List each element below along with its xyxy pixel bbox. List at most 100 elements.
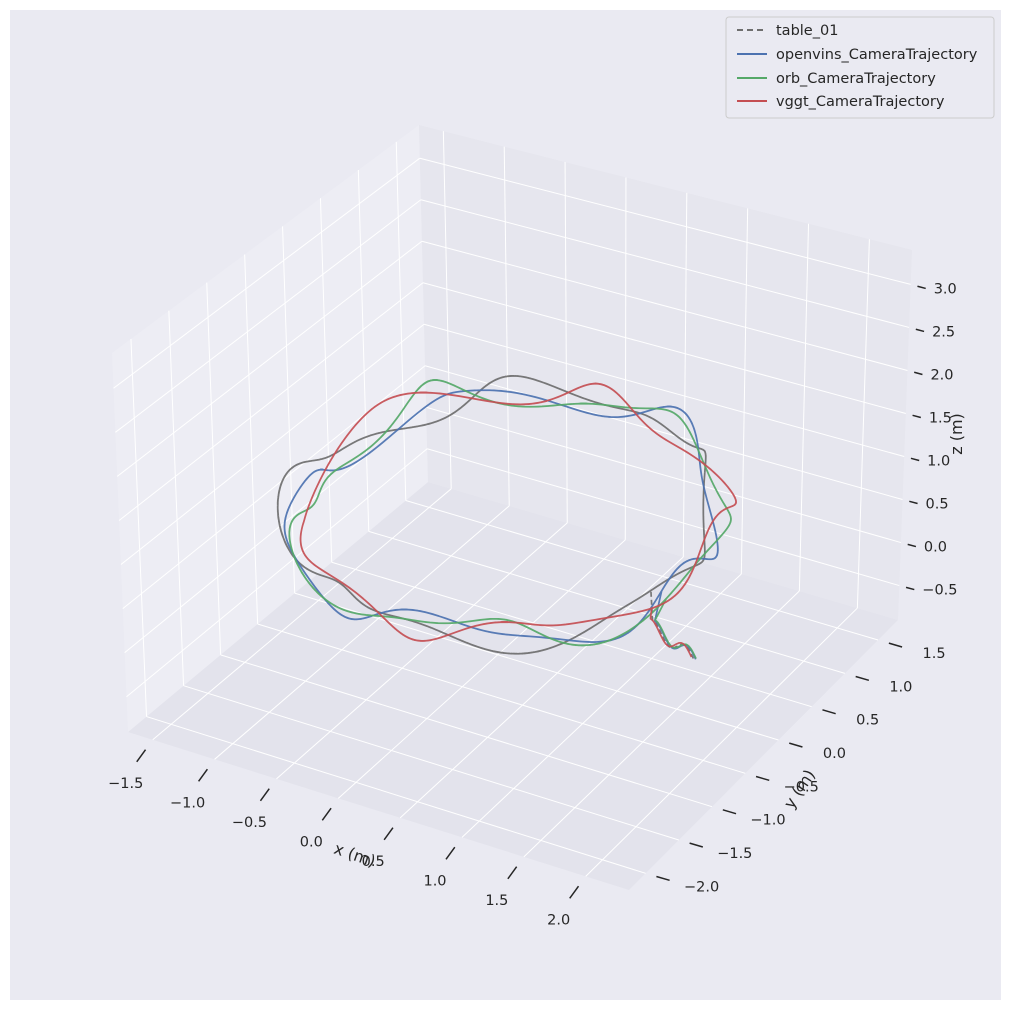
x-tick-label: 2.0 [547, 912, 570, 928]
z-tick-mark [913, 371, 923, 376]
z-tick-label: 0.5 [926, 497, 949, 513]
legend-item-openvins: openvins_CameraTrajectory [737, 47, 978, 63]
z-tick-mark [910, 457, 920, 462]
legend-item-orb: orb_CameraTrajectory [737, 71, 936, 87]
x-tick-mark [569, 885, 580, 899]
x-tick-mark [197, 768, 208, 782]
grid-line-z-back [427, 448, 900, 587]
z-tick-label: −0.5 [922, 583, 957, 599]
grid-line-z-back [421, 240, 908, 371]
grid-line-y-left [168, 310, 185, 686]
grid-line-x-back [682, 192, 688, 557]
grid-line-x-floor [461, 573, 742, 838]
z-tick-label: 2.5 [932, 324, 955, 340]
legend-item-table: table_01 [737, 23, 838, 39]
left-wall-pane [112, 125, 428, 732]
grid-line-x-back [740, 208, 749, 575]
grid-line-z-back [422, 282, 906, 414]
y-tick-mark [822, 709, 836, 715]
x-tick-label: 0.5 [362, 854, 385, 870]
z-tick-label: 1.5 [929, 410, 952, 426]
grid-line-y-floor [220, 654, 713, 808]
x-tick-mark [321, 807, 332, 821]
y-tick-label: −0.5 [784, 779, 819, 795]
trajectory-lines [276, 374, 737, 660]
x-tick-label: 0.0 [300, 834, 323, 850]
floor-pane [128, 482, 898, 890]
y-tick-label: −2.0 [684, 879, 719, 895]
x-tick-label: −0.5 [232, 815, 267, 831]
y-tick-mark [722, 809, 737, 815]
grid-line-y-left [244, 254, 259, 624]
x-tick-label: 1.5 [485, 893, 508, 909]
grid-line-z-left [120, 323, 425, 565]
grid-line-y-floor [405, 500, 879, 641]
grid-line-z-back [420, 199, 910, 328]
grid-line-y-floor [331, 561, 812, 708]
y-tick-label: −1.5 [717, 846, 752, 862]
x-tick-label: −1.5 [108, 776, 143, 792]
z-tick-label: 1.0 [927, 454, 950, 470]
x-tick-label: −1.0 [170, 795, 205, 811]
back-wall-pane [419, 125, 912, 620]
grid-line-x-back [503, 146, 510, 506]
y-tick-label: 0.0 [823, 746, 846, 762]
x-tick-mark [136, 749, 147, 763]
legend-item-vggt: vggt_CameraTrajectory [737, 94, 945, 110]
y-tick-mark [656, 875, 670, 882]
legend: table_01 openvins_CameraTrajectory orb_C… [725, 16, 995, 119]
grid-line-x-back [798, 223, 810, 592]
y-tick-label: 1.0 [889, 679, 912, 695]
grid-line-y-left [395, 141, 407, 501]
grid-line-y-left [357, 170, 370, 532]
grid-line-x-floor [214, 505, 510, 760]
legend-label-orb: orb_CameraTrajectory [776, 71, 936, 87]
grid-line-y-left [206, 282, 222, 655]
grid-line-y-floor [368, 530, 846, 674]
trajectory-orb [288, 379, 732, 659]
x-tick-mark [445, 846, 456, 860]
x-tick-mark [259, 788, 270, 802]
y-tick-label: 0.5 [856, 713, 879, 729]
figure-background: −1.5 −1.0 −0.5 0.0 0.5 1.0 1.5 2.0 −2.0 −1.5 −1.0 −… [10, 10, 1001, 1000]
y-tick-label: −1.0 [750, 813, 785, 829]
trajectory-table [276, 374, 707, 659]
grid-line-z-left [115, 199, 422, 433]
x-tick-mark [383, 827, 394, 841]
legend-label-openvins: openvins_CameraTrajectory [776, 47, 978, 63]
grid-line-x-back [856, 239, 870, 609]
grid-line-y-floor [183, 685, 679, 841]
grid-line-x-floor [523, 590, 800, 858]
grid-line-z-left [118, 282, 424, 521]
grid-line-y-left [282, 226, 296, 594]
grid-line-z-back [425, 406, 902, 544]
trajectory-openvins [283, 389, 719, 660]
z-tick-label: 3.0 [934, 281, 957, 297]
grid-line-x-back [624, 177, 627, 540]
grid-line-z-left [113, 157, 421, 389]
grid-lines [113, 131, 911, 877]
grid-line-x-floor [152, 488, 452, 741]
grid-line-z-back [424, 365, 903, 501]
y-tick-mark [755, 775, 770, 782]
grid-line-z-back [423, 323, 905, 457]
z-tick-mark [912, 414, 922, 419]
y-tick-label: 1.5 [923, 646, 946, 662]
grid-line-y-floor [294, 592, 779, 741]
legend-box [725, 16, 995, 119]
y-tick-mark [855, 675, 870, 682]
z-tick-mark [917, 285, 926, 290]
y-tick-mark [689, 842, 704, 848]
z-axis-label: z (m) [947, 413, 966, 455]
z-tick-mark [905, 586, 915, 591]
x-tick-label: 1.0 [423, 873, 446, 889]
grid-line-x-floor [337, 539, 626, 799]
x-tick-mark [507, 866, 518, 880]
x-axis-label: x (m) [332, 839, 378, 871]
z-tick-mark [909, 500, 918, 505]
grid-line-y-left [319, 198, 333, 563]
axis-panes [112, 125, 912, 890]
grid-line-z-back [419, 157, 911, 285]
trajectory-vggt [299, 382, 737, 658]
legend-label-table: table_01 [776, 23, 838, 39]
